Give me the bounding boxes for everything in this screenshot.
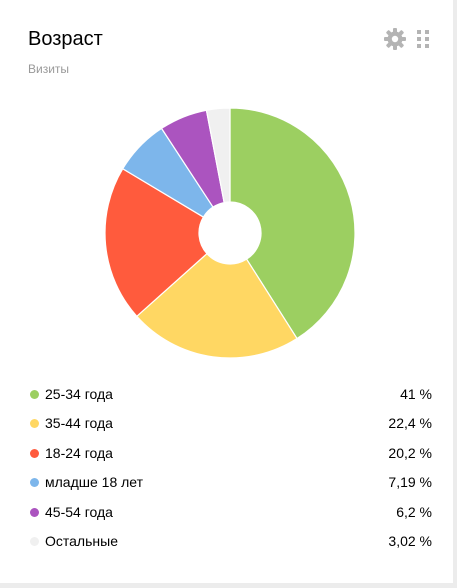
legend-label: Остальные (45, 533, 118, 549)
legend-value: 6,2 % (396, 503, 432, 520)
pie-slice[interactable] (229, 107, 356, 340)
drag-handle-icon[interactable] (414, 29, 432, 49)
pie-slice[interactable] (104, 167, 208, 318)
legend-color-dot (30, 448, 39, 458)
legend-value: 3,02 % (388, 533, 432, 549)
legend-value: 7,19 % (388, 474, 432, 491)
legend-item[interactable]: 18-24 года 20,2 % (0, 439, 453, 468)
gear-icon[interactable] (384, 28, 406, 50)
legend-value: 22,4 % (388, 415, 432, 432)
legend-label: 18-24 года (45, 444, 113, 461)
legend-label: 25-34 года (45, 386, 113, 402)
legend-item[interactable]: младше 18 лет 7,19 % (0, 468, 453, 497)
legend-item[interactable]: Остальные 3,02 % (0, 527, 453, 556)
legend-label: младше 18 лет (45, 474, 144, 491)
widget-subtitle: Визиты (28, 62, 70, 76)
legend-color-dot (30, 390, 39, 399)
pie-slice[interactable] (205, 107, 231, 204)
legend-label: 35-44 года (45, 415, 113, 432)
legend-item[interactable]: 35-44 года 22,4 % (0, 409, 453, 438)
widget-title: Возраст (28, 28, 103, 50)
pie-slice[interactable] (135, 252, 298, 359)
legend-color-dot (30, 419, 39, 429)
legend-item[interactable]: 45-54 года 6,2 % (0, 498, 453, 527)
legend-value: 41 % (400, 386, 432, 402)
legend-label: 45-54 года (45, 503, 113, 520)
age-pie-chart (104, 107, 356, 359)
legend-color-dot (30, 478, 39, 488)
legend-value: 20,2 % (388, 444, 432, 461)
legend-color-dot (30, 507, 39, 517)
legend-color-dot (30, 537, 39, 546)
legend-item[interactable]: 25-34 года 41 % (0, 380, 453, 409)
